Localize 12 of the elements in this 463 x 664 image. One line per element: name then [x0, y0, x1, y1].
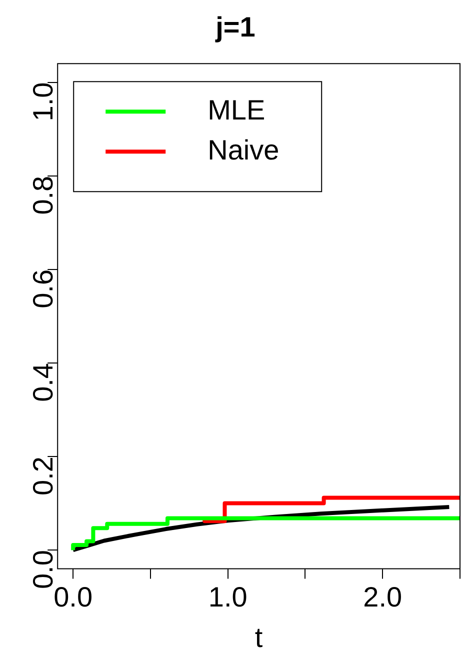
y-tick-label: 0.4 — [27, 362, 58, 402]
chart-title: j=1 — [214, 12, 256, 43]
y-tick-label: 0.6 — [27, 269, 58, 308]
x-tick-label: 2.0 — [363, 581, 402, 612]
x-axis-title: t — [254, 622, 263, 653]
y-tick-label: 0.2 — [27, 456, 58, 496]
x-tick-label: 0.0 — [54, 581, 93, 612]
legend-label: Naive — [208, 134, 280, 166]
y-tick-label: 1.0 — [27, 82, 58, 122]
y-tick-label: 0.8 — [27, 176, 58, 215]
x-tick-label: 1.0 — [208, 581, 248, 612]
legend-label: MLE — [208, 94, 266, 126]
